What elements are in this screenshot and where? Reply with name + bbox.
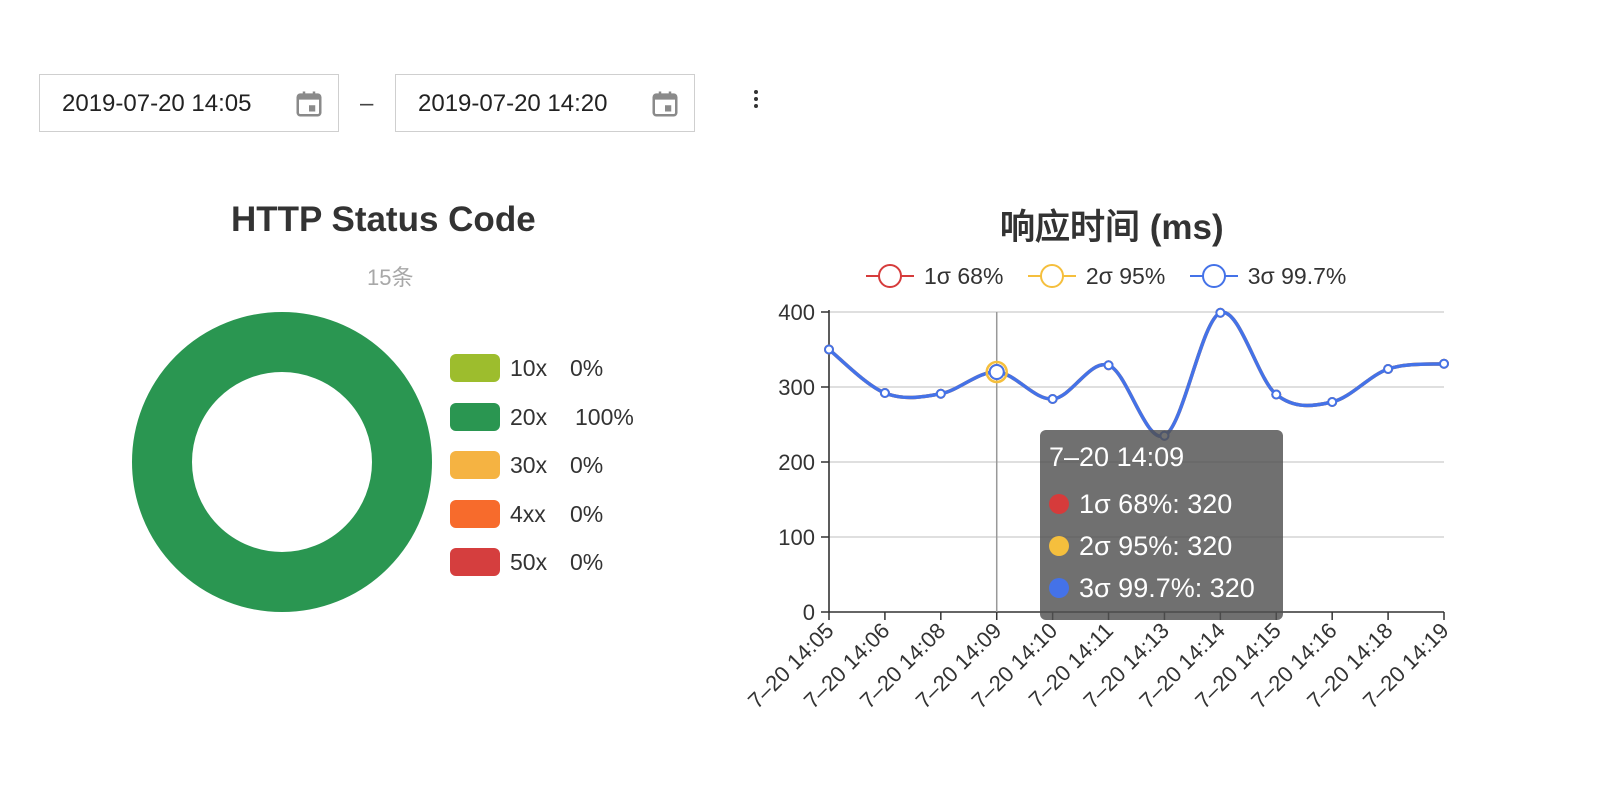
status-chart-title: HTTP Status Code bbox=[231, 200, 536, 239]
calendar-icon[interactable] bbox=[650, 89, 680, 119]
legend-percent: 0% bbox=[570, 355, 604, 381]
response-legend: 1σ 68% 2σ 95% 3σ 99.7% bbox=[866, 262, 1366, 295]
data-point[interactable] bbox=[1103, 360, 1114, 371]
legend-swatch-50x bbox=[450, 548, 500, 576]
data-point[interactable] bbox=[824, 344, 834, 355]
chart-tooltip: 7–20 14:09 1σ 68%: 320 2σ 95%: 320 3σ 99… bbox=[1040, 430, 1283, 620]
data-point[interactable] bbox=[988, 364, 1005, 380]
series-line-2 bbox=[827, 310, 1445, 438]
data-point[interactable] bbox=[1215, 307, 1226, 318]
legend-label: 4xx bbox=[510, 500, 546, 527]
status-chart-subtitle: 15条 bbox=[367, 265, 414, 290]
tooltip-value: 3σ 99.7%: 320 bbox=[1079, 572, 1255, 603]
legend-swatch-4xx bbox=[450, 499, 500, 528]
legend-swatch-20x bbox=[450, 402, 500, 431]
legend-percent: 0% bbox=[570, 549, 604, 575]
tooltip-dot bbox=[1049, 578, 1069, 598]
y-tick-label: 100 bbox=[778, 525, 815, 550]
legend-label: 50x bbox=[510, 549, 548, 575]
tooltip-dot bbox=[1049, 536, 1069, 556]
data-point[interactable] bbox=[1047, 394, 1058, 404]
tooltip-dot bbox=[1049, 494, 1069, 514]
legend-percent: 0% bbox=[570, 452, 604, 478]
series-line-1 bbox=[827, 310, 1445, 438]
start-date-value: 2019-07-20 14:05 bbox=[62, 90, 252, 117]
range-separator: – bbox=[360, 90, 374, 117]
legend-percent: 100% bbox=[575, 403, 634, 430]
more-vertical-icon[interactable] bbox=[748, 84, 764, 114]
tooltip-row: 3σ 99.7%: 320 bbox=[1049, 567, 1274, 609]
data-point[interactable] bbox=[1439, 358, 1449, 369]
legend-percent: 0% bbox=[570, 500, 604, 527]
legend-line-icon bbox=[1189, 262, 1238, 290]
legend-swatch-10x bbox=[450, 354, 500, 382]
y-tick-label: 0 bbox=[803, 600, 815, 625]
end-date-value: 2019-07-20 14:20 bbox=[418, 90, 608, 117]
series-line-3 bbox=[827, 310, 1445, 438]
data-point[interactable] bbox=[1383, 364, 1394, 374]
legend-item-2sigma[interactable]: 2σ 95% bbox=[1027, 262, 1166, 290]
data-point[interactable] bbox=[935, 388, 946, 399]
legend-item-1sigma[interactable]: 1σ 68% bbox=[866, 262, 1003, 290]
tooltip-value: 2σ 95%: 320 bbox=[1079, 530, 1233, 561]
legend-label: 20x bbox=[510, 403, 548, 430]
tooltip-row: 2σ 95%: 320 bbox=[1049, 525, 1274, 567]
calendar-icon[interactable] bbox=[294, 89, 324, 119]
data-point[interactable] bbox=[1271, 389, 1282, 400]
tooltip-value: 1σ 68%: 320 bbox=[1079, 488, 1233, 519]
y-tick-label: 300 bbox=[778, 375, 815, 400]
tooltip-title: 7–20 14:09 bbox=[1049, 442, 1185, 472]
legend-label: 3σ 99.7% bbox=[1247, 262, 1347, 289]
tooltip-row: 1σ 68%: 320 bbox=[1049, 483, 1274, 525]
start-date-input[interactable]: 2019-07-20 14:05 bbox=[39, 74, 339, 132]
legend-line-icon bbox=[1027, 262, 1076, 290]
legend-label: 2σ 95% bbox=[1085, 262, 1166, 289]
legend-swatch-30x bbox=[450, 451, 500, 479]
y-tick-label: 400 bbox=[778, 300, 815, 325]
hover-point bbox=[985, 360, 1008, 384]
legend-line-icon bbox=[866, 262, 914, 290]
legend-label: 1σ 68% bbox=[924, 262, 1004, 289]
legend-label: 10x bbox=[510, 355, 548, 381]
legend-item-3sigma[interactable]: 3σ 99.7% bbox=[1189, 262, 1347, 290]
y-tick-label: 200 bbox=[778, 450, 815, 475]
response-chart-title: 响应时间 (ms) bbox=[1000, 208, 1224, 247]
end-date-input[interactable]: 2019-07-20 14:20 bbox=[395, 74, 695, 132]
data-point[interactable] bbox=[879, 388, 890, 398]
legend-label: 30x bbox=[510, 452, 548, 478]
data-point[interactable] bbox=[1327, 397, 1338, 407]
